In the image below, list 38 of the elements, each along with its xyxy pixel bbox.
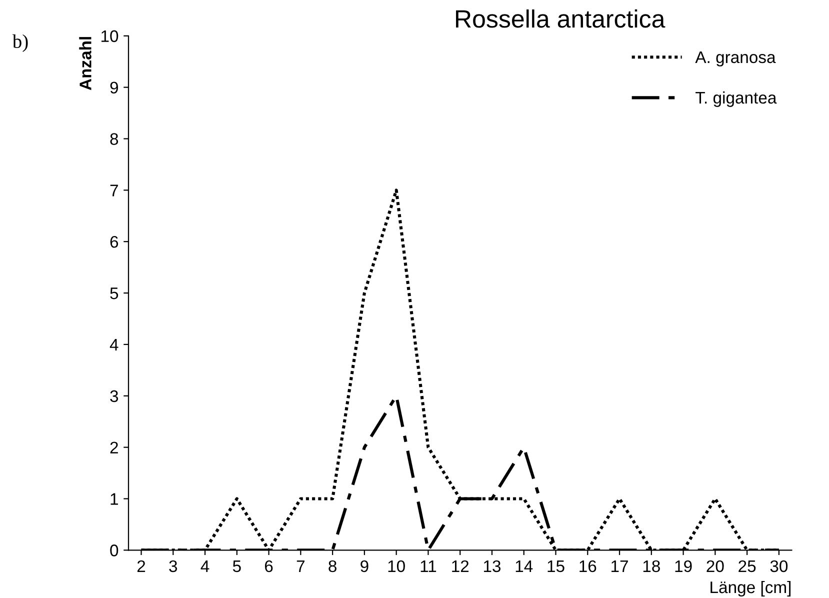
- x-tick-label: 25: [738, 560, 756, 572]
- y-tick-label: 7: [110, 184, 118, 196]
- x-tick-label: 30: [770, 560, 788, 572]
- y-tick-label: 0: [110, 544, 118, 556]
- y-axis-title: Anzahl: [79, 37, 92, 90]
- x-tick-label: 8: [328, 560, 336, 572]
- y-tick-label: 9: [110, 82, 118, 94]
- x-tick-label: 3: [169, 560, 178, 572]
- legend-label: A. granosa: [695, 51, 776, 66]
- x-tick-label: 17: [612, 560, 628, 572]
- x-tick-label: 16: [580, 560, 596, 572]
- x-tick-label: 12: [452, 560, 469, 572]
- x-tick-label: 14: [516, 560, 533, 572]
- x-tick-label: 13: [484, 560, 501, 572]
- y-tick-label: 8: [110, 133, 118, 145]
- y-tick-label: 6: [110, 236, 118, 248]
- y-tick-label: 3: [110, 390, 118, 402]
- legend-label: T. gigantea: [696, 91, 777, 107]
- x-axis-title: Länge [cm]: [710, 580, 791, 597]
- y-tick-label: 5: [110, 288, 118, 300]
- x-tick-label: 7: [296, 560, 304, 572]
- x-tick-label: 2: [137, 560, 146, 572]
- chart-title: Rossella antarctica: [456, 9, 666, 28]
- x-tick-label: 11: [420, 560, 436, 572]
- x-tick-label: 9: [360, 560, 368, 572]
- x-tick-label: 20: [706, 560, 724, 572]
- x-tick-label: 10: [388, 560, 405, 572]
- y-tick-label: 1: [110, 493, 118, 505]
- x-tick-label: 15: [548, 560, 564, 572]
- x-tick-label: 4: [200, 560, 210, 572]
- y-tick-label: 2: [110, 442, 118, 454]
- y-tick-label: 10: [102, 30, 118, 42]
- x-tick-label: 6: [265, 560, 273, 572]
- text: b): [12, 34, 28, 52]
- y-tick-label: 4: [110, 339, 118, 350]
- x-tick-label: 19: [675, 560, 692, 572]
- x-tick-label: 18: [643, 560, 660, 572]
- x-tick-label: 5: [232, 560, 241, 572]
